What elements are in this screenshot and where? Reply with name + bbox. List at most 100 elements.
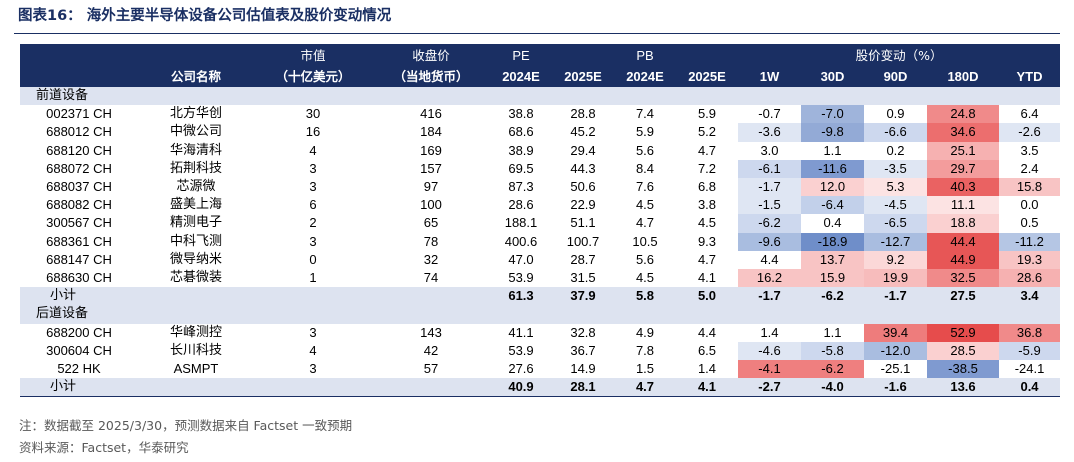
value-cell: -6.4 xyxy=(801,196,864,215)
value-cell: -25.1 xyxy=(880,361,911,377)
value-cell: 4.9 xyxy=(635,324,655,340)
value-cell: 1 xyxy=(309,270,317,286)
footnote-data-date: 注：数据截至 2025/3/30，预测数据来自 Factset 一致预期 xyxy=(19,418,353,433)
value-cell: 4.5 xyxy=(635,197,655,213)
table-row: 300604 CH 长川科技 4 42 53.9 36.7 7.8 6.5 -4.6 -5.8 -1… xyxy=(20,341,1061,361)
value-cell: 6.5 xyxy=(697,342,717,358)
value-cell: 74 xyxy=(423,270,439,286)
table-row: 688072 CH 拓荆科技 3 157 69.5 44.3 8.4 7.2 -6.1 -11.6… xyxy=(20,159,1060,179)
subtotal-value: 4.7 xyxy=(614,378,676,398)
value-cell: 13.7 xyxy=(801,250,864,270)
value-cell: 53.9 xyxy=(508,342,534,358)
value-cell: 6.4 xyxy=(1020,106,1039,122)
company-name-cell: 芯碁微装 xyxy=(169,270,222,286)
value-cell: 4.4 xyxy=(697,324,717,340)
value-cell: -0.7 xyxy=(758,106,781,122)
value-cell: 44.3 xyxy=(570,160,596,176)
value-cell: 4.7 xyxy=(635,215,655,231)
header-cell: YTD xyxy=(999,66,1061,87)
value-cell: 28.5 xyxy=(927,341,999,361)
value-cell: 24.8 xyxy=(927,105,999,124)
value-cell: 4.5 xyxy=(697,215,717,231)
subtotal-value: 4.1 xyxy=(676,378,738,398)
value-cell: 3 xyxy=(309,324,317,340)
section-label: 前道设备 xyxy=(20,87,1061,106)
value-cell: -11.6 xyxy=(801,159,864,179)
value-cell: 4.4 xyxy=(760,251,779,267)
value-cell: 44.9 xyxy=(927,250,999,270)
ticker-cell: 688630 CH xyxy=(46,270,112,286)
value-cell: 4.7 xyxy=(697,142,717,158)
value-cell: 32 xyxy=(423,251,439,267)
header-cell: 2025E xyxy=(676,66,738,87)
subtotal-row: 小计 40.9 28.1 4.7 4.1 -2.7 -4.0 -1.6 13.6 0.4 xyxy=(20,378,1061,398)
header-cell: PE xyxy=(490,44,552,66)
value-cell: 10.5 xyxy=(632,233,658,249)
value-cell: 1.5 xyxy=(635,361,655,377)
value-cell: 69.5 xyxy=(508,160,534,176)
value-cell: 9.2 xyxy=(864,250,927,270)
table-body: 前道设备 002371 CH 北方华创 30 416 38.8 28.8 7.4 5.9 -0.7… xyxy=(20,87,1061,398)
header-cell: 30D xyxy=(801,66,864,87)
value-cell: 1.4 xyxy=(697,361,717,377)
value-cell: 44.4 xyxy=(927,232,999,251)
value-cell: 42 xyxy=(423,342,439,358)
ticker-cell: 688012 CH xyxy=(46,124,112,140)
value-cell: 3.8 xyxy=(697,197,717,213)
value-cell: -4.5 xyxy=(864,196,927,215)
value-cell: 29.7 xyxy=(927,159,999,179)
value-cell: 36.8 xyxy=(999,323,1061,342)
value-cell: 50.6 xyxy=(570,179,596,195)
value-cell: 87.3 xyxy=(508,179,534,195)
value-cell: 32.5 xyxy=(927,269,999,288)
value-cell: 22.9 xyxy=(570,197,596,213)
value-cell: 9.3 xyxy=(697,233,717,249)
value-cell: 27.6 xyxy=(508,361,534,377)
value-cell: 3.5 xyxy=(1020,142,1039,158)
value-cell: 15.8 xyxy=(999,178,1061,197)
ticker-cell: 002371 CH xyxy=(46,106,112,122)
value-cell: -18.9 xyxy=(801,232,864,251)
value-cell: 4.1 xyxy=(697,270,717,286)
company-name-cell: 长川科技 xyxy=(169,342,222,358)
chart-title: 图表16： 海外主要半导体设备公司估值表及股价变动情况 xyxy=(18,8,392,24)
value-cell: 100.7 xyxy=(566,233,600,249)
value-cell: 3 xyxy=(309,361,317,377)
value-cell: -6.1 xyxy=(738,159,801,179)
value-cell: 38.9 xyxy=(508,142,534,158)
header-cell: 2024E xyxy=(490,66,552,87)
value-cell: 19.9 xyxy=(864,269,927,288)
header-cell xyxy=(20,44,138,66)
value-cell: 25.1 xyxy=(927,141,999,160)
value-cell: 38.8 xyxy=(508,106,534,122)
value-cell: 184 xyxy=(420,124,442,140)
ticker-cell: 300567 CH xyxy=(46,215,112,231)
value-cell: 7.6 xyxy=(635,179,655,195)
ticker-cell: 688120 CH xyxy=(46,142,112,158)
section-row: 前道设备 xyxy=(20,87,1061,106)
subtotal-value: 61.3 xyxy=(490,287,552,306)
company-name-cell: 拓荆科技 xyxy=(169,160,222,176)
value-cell: 7.2 xyxy=(697,160,717,176)
header-cell: 2024E xyxy=(614,66,676,87)
subtotal-value: 28.1 xyxy=(552,378,614,398)
subtotal-value: 40.9 xyxy=(490,378,552,398)
value-cell: 4.7 xyxy=(697,251,717,267)
value-cell: -5.8 xyxy=(801,341,864,361)
value-cell: 29.4 xyxy=(570,142,596,158)
value-cell: 36.7 xyxy=(570,342,596,358)
value-cell: -9.8 xyxy=(801,123,864,142)
ticker-cell: 522 HK xyxy=(57,361,101,377)
value-cell: -7.0 xyxy=(801,105,864,124)
value-cell: 6 xyxy=(309,197,317,213)
ticker-cell: 688082 CH xyxy=(46,197,112,213)
header-cell: PB xyxy=(614,44,676,66)
header-cell xyxy=(138,44,254,66)
value-cell: 19.3 xyxy=(999,250,1061,270)
value-cell: 28.7 xyxy=(570,251,596,267)
subtotal-value: 3.4 xyxy=(999,287,1061,306)
value-cell: 18.8 xyxy=(927,214,999,233)
table-row: 688361 CH 中科飞测 3 78 400.6 100.7 10.5 9.3 -9.6 -18… xyxy=(20,232,1061,251)
value-cell: 0.4 xyxy=(823,215,842,231)
table-row: 688147 CH 微导纳米 0 32 47.0 28.7 5.6 4.7 4.4 13.7 9.2… xyxy=(20,250,1061,270)
